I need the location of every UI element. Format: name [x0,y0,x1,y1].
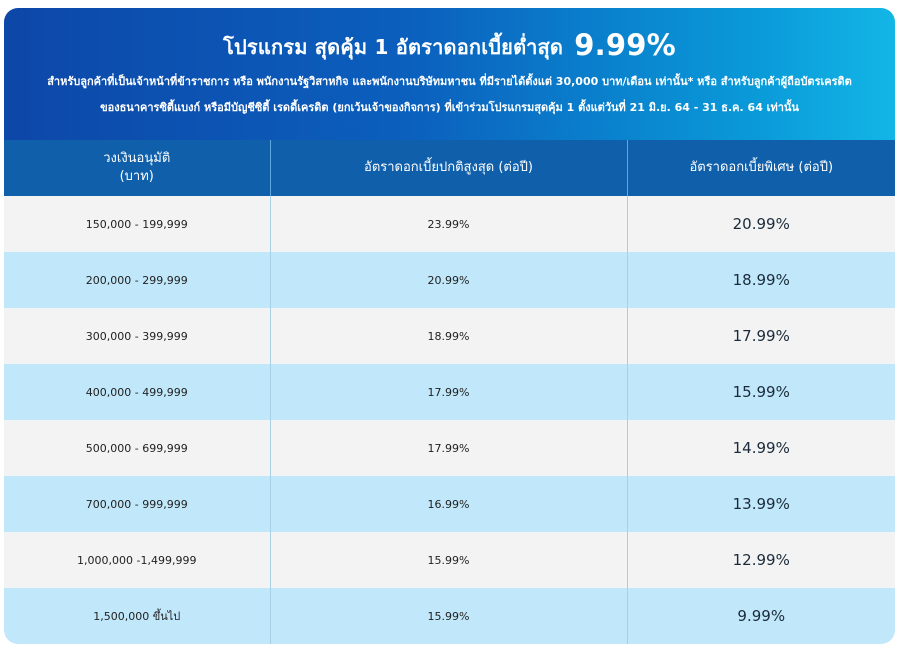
header-normal-rate: อัตราดอกเบี้ยปกติสูงสุด (ต่อปี) [270,140,628,196]
table-row: 200,000 - 299,999 20.99% 18.99% [4,252,895,308]
promo-eligibility-line-2: ของธนาคารซิตี้แบงก์ หรือมีบัญชีซิตี้ เรด… [100,101,799,114]
header-approved-amount-unit: (บาท) [119,169,154,184]
cell-amount: 1,500,000 ขึ้นไป [4,588,271,644]
cell-amount: 400,000 - 499,999 [4,364,271,420]
cell-amount: 200,000 - 299,999 [4,252,271,308]
promo-eligibility-line-1: สำหรับลูกค้าที่เป็นเจ้าหน้าที่ข้าราชการ … [47,75,852,88]
cell-special-rate: 9.99% [627,588,895,644]
table-row: 150,000 - 199,999 23.99% 20.99% [4,196,895,252]
rate-table-header: วงเงินอนุมัติ (บาท) อัตราดอกเบี้ยปกติสูง… [4,140,895,196]
promo-title-text: โปรแกรม สุดคุ้ม 1 อัตราดอกเบี้ยต่ำสุด [223,35,564,59]
promo-card: โปรแกรม สุดคุ้ม 1 อัตราดอกเบี้ยต่ำสุด 9.… [4,8,895,644]
cell-normal-rate: 17.99% [270,364,628,420]
header-special-rate: อัตราดอกเบี้ยพิเศษ (ต่อปี) [627,140,895,196]
table-row: 700,000 - 999,999 16.99% 13.99% [4,476,895,532]
cell-normal-rate: 23.99% [270,196,628,252]
rate-table: วงเงินอนุมัติ (บาท) อัตราดอกเบี้ยปกติสูง… [4,140,895,644]
table-row: 300,000 - 399,999 18.99% 17.99% [4,308,895,364]
cell-special-rate: 15.99% [627,364,895,420]
cell-special-rate: 17.99% [627,308,895,364]
cell-amount: 300,000 - 399,999 [4,308,271,364]
cell-special-rate: 12.99% [627,532,895,588]
cell-normal-rate: 17.99% [270,420,628,476]
promo-banner: โปรแกรม สุดคุ้ม 1 อัตราดอกเบี้ยต่ำสุด 9.… [4,8,895,140]
table-row: 500,000 - 699,999 17.99% 14.99% [4,420,895,476]
table-row: 400,000 - 499,999 17.99% 15.99% [4,364,895,420]
cell-amount: 1,000,000 -1,499,999 [4,532,271,588]
cell-special-rate: 20.99% [627,196,895,252]
cell-amount: 500,000 - 699,999 [4,420,271,476]
cell-normal-rate: 20.99% [270,252,628,308]
cell-normal-rate: 15.99% [270,532,628,588]
promo-title: โปรแกรม สุดคุ้ม 1 อัตราดอกเบี้ยต่ำสุด 9.… [4,8,895,64]
table-row: 1,500,000 ขึ้นไป 15.99% 9.99% [4,588,895,644]
cell-special-rate: 13.99% [627,476,895,532]
cell-normal-rate: 16.99% [270,476,628,532]
cell-amount: 150,000 - 199,999 [4,196,271,252]
cell-normal-rate: 15.99% [270,588,628,644]
cell-normal-rate: 18.99% [270,308,628,364]
table-row: 1,000,000 -1,499,999 15.99% 12.99% [4,532,895,588]
header-approved-amount: วงเงินอนุมัติ (บาท) [4,140,271,196]
header-approved-amount-label: วงเงินอนุมัติ [103,151,171,166]
cell-special-rate: 18.99% [627,252,895,308]
cell-special-rate: 14.99% [627,420,895,476]
cell-amount: 700,000 - 999,999 [4,476,271,532]
promo-title-rate: 9.99% [574,28,676,62]
